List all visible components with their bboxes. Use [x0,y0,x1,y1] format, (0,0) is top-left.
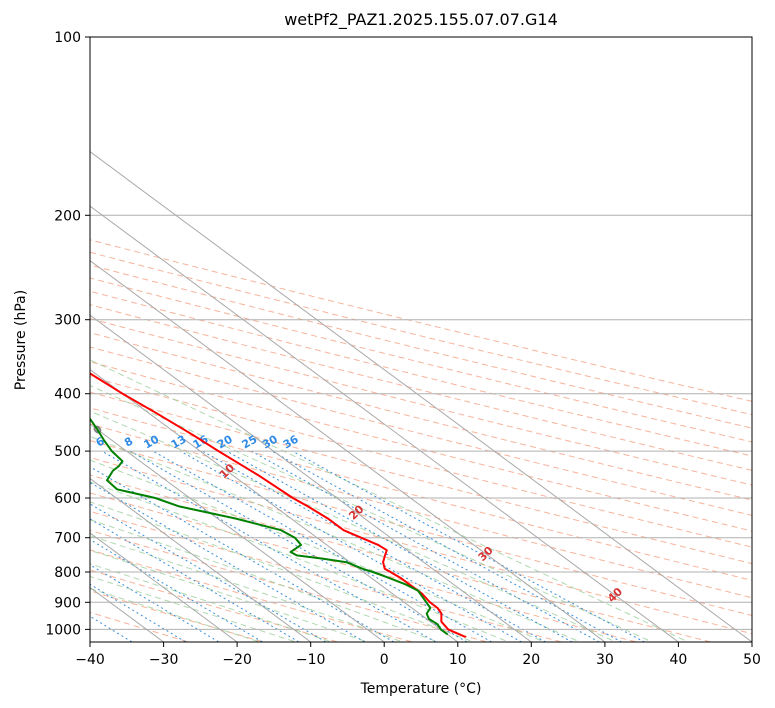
dry-adiabat [90,346,752,516]
isotherm-line [90,314,532,642]
x-tick-label: 30 [596,652,614,668]
moist-adiabat [90,359,690,642]
mixing-ratio-line [130,450,469,642]
y-tick-label: 400 [54,387,81,403]
x-tick-label: −40 [75,652,105,668]
profile-line-2 [90,417,449,636]
moist-adiabat [90,459,546,642]
skewed-isotherms [90,151,752,642]
mixing-ratio-line [90,615,133,642]
y-tick-label: 300 [54,313,81,329]
chart-title: wetPf2_PAZ1.2025.155.07.07.G14 [284,10,558,30]
x-axis-label: Temperature (°C) [360,681,482,697]
x-axis: −40 −30 −20 −10 0 10 20 30 40 50 [75,642,761,668]
mixing-ratio-line [101,450,437,642]
isotherm-line [90,205,679,642]
isotherm-line [90,423,385,642]
mixing-ratio-line [90,564,220,642]
y-axis: 1000 900 800 700 600 500 400 300 200 100 [45,30,90,638]
mixing-ratio-line [90,503,327,642]
dry-adiabat [90,361,752,532]
mixing-ratio-line [180,450,523,642]
profile-line-1 [90,372,467,639]
isotherm-line [90,259,606,642]
y-tick-label: 500 [54,444,81,460]
dry-adiabat [90,332,752,501]
isotherm-line [90,368,459,642]
profile-lines [90,372,467,639]
plot-area: 0.10.20.40.611.52346810131620253036-100-… [90,37,752,642]
x-tick-label: 40 [669,652,687,668]
dry-adiabat [90,474,713,642]
y-tick-label: 800 [54,565,81,581]
x-tick-label: 50 [743,652,761,668]
plot-frame [89,36,753,643]
x-tick-label: 20 [522,652,540,668]
mixing-ratio-line [90,539,264,642]
y-tick-label: 1000 [45,622,81,638]
x-tick-label: −30 [149,652,179,668]
x-tick-label: 10 [449,652,467,668]
mixing-ratio-line [251,450,601,642]
isotherm-line [90,532,238,642]
isotherm-line [90,151,752,642]
y-axis-label: Pressure (hPa) [13,290,29,390]
mixing-ratio-line [271,450,623,642]
y-tick-label: 100 [54,30,81,46]
dry-adiabat [90,423,752,599]
dry-adiabat [90,277,752,443]
x-tick-label: 0 [380,652,389,668]
y-tick-label: 200 [54,208,81,224]
y-tick-label: 600 [54,491,81,507]
mixing-ratio-line [90,518,300,642]
x-tick-label: −10 [296,652,326,668]
y-tick-label: 900 [54,595,81,611]
dry-adiabat [90,251,752,416]
x-tick-label: −20 [222,652,252,668]
mixing-ratio-line [90,583,187,642]
isotherm-line [90,477,311,642]
y-tick-label: 700 [54,531,81,547]
